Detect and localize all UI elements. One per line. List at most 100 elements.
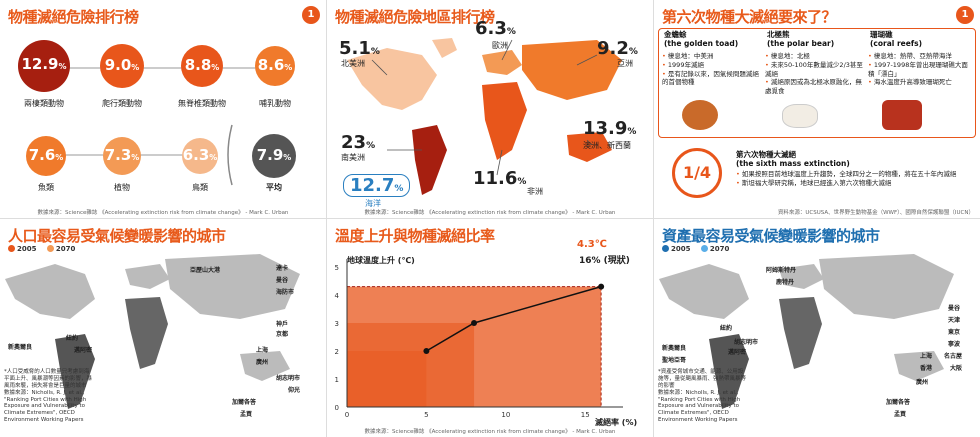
legend-dot-2005 bbox=[8, 245, 15, 252]
city-label: 孟買 bbox=[240, 411, 253, 418]
panel-asset-cities: 資產最容易受氣候變暖影響的城市 2005 2070 曼谷 天津 東京 寧波 名古… bbox=[654, 219, 980, 437]
label-africa: 非洲 bbox=[527, 187, 543, 196]
panel-badge: 1 bbox=[956, 6, 974, 24]
y-tick-label: 3 bbox=[335, 320, 339, 328]
city-label: 新奧爾良 bbox=[8, 344, 33, 351]
source-text: 數據來源：Science雜誌 《Accelerating extinction … bbox=[37, 210, 289, 216]
city-label: 大阪 bbox=[950, 365, 963, 372]
circle-average: 7.9% bbox=[252, 134, 296, 178]
map-south-america bbox=[412, 125, 447, 195]
current-temp-label: 4.3℃ bbox=[577, 239, 607, 250]
y-tick-label: 5 bbox=[335, 264, 339, 272]
map-europe bbox=[482, 50, 522, 75]
data-point bbox=[423, 348, 430, 354]
panel-population-cities: 人口最容易受氣候變暖影響的城市 2005 2070 亞歷山大港 達卡 曼谷 海防… bbox=[0, 219, 326, 437]
city-label: 香港 bbox=[920, 365, 933, 372]
panel-region-ranking: 物種滅絕危險地區排行榜 5.1% 北美洲 6.3% 歐洲 9.2% 亞洲 23%… bbox=[327, 0, 653, 218]
x-tick-label: 10 bbox=[501, 411, 510, 419]
city-label: 廣州 bbox=[256, 359, 269, 366]
legend: 2005 2070 bbox=[662, 245, 729, 253]
circle-reptiles: 9.0% bbox=[100, 44, 144, 88]
fraction-badge: 1/4 bbox=[672, 148, 722, 198]
data-point bbox=[471, 320, 478, 326]
city-label: 亞歷山大港 bbox=[190, 267, 221, 274]
panel-title: 溫度上升與物種滅絕比率 bbox=[335, 227, 495, 245]
city-label: 邁阿密 bbox=[728, 349, 747, 356]
city-label: 新奧爾良 bbox=[662, 345, 687, 352]
city-label: 上海 bbox=[256, 347, 269, 354]
city-label: 海防市 bbox=[276, 289, 295, 296]
label-plants: 植物 bbox=[114, 183, 130, 192]
value-australia: 13.9% bbox=[583, 118, 637, 139]
city-label: 加爾各答 bbox=[232, 399, 257, 406]
bear-facts: 棲息地：北極未來50-100年數量減少2/3甚至滅絕滅絕原因或為北極冰原融化，無… bbox=[765, 52, 865, 96]
city-label: 曼谷 bbox=[948, 305, 961, 312]
city-label: 上海 bbox=[920, 353, 933, 360]
divider bbox=[0, 218, 980, 219]
label-north-america: 北美洲 bbox=[341, 59, 365, 68]
city-label: 鹿特丹 bbox=[776, 279, 795, 286]
toad-facts: 棲息地：中美洲1999年滅絕是有記錄以來，因氣候問題滅絕的首個物種 bbox=[662, 52, 762, 87]
label-mammals: 哺乳動物 bbox=[259, 99, 291, 108]
x-axis-title: 滅絕率 (%) bbox=[595, 418, 638, 427]
panel-title: 資產最容易受氣候變暖影響的城市 bbox=[662, 227, 880, 245]
city-label: 紐約 bbox=[720, 325, 733, 332]
city-label: 仰光 bbox=[288, 387, 301, 394]
label-europe: 歐洲 bbox=[492, 41, 508, 50]
label-invertebrates: 無脊椎類動物 bbox=[178, 99, 226, 108]
value-europe: 6.3% bbox=[475, 18, 516, 39]
world-map-gray bbox=[5, 254, 300, 409]
city-label: 廣州 bbox=[916, 379, 929, 386]
panel-title: 人口最容易受氣候變暖影響的城市 bbox=[8, 227, 226, 245]
legend: 2005 2070 bbox=[8, 245, 75, 253]
legend-dot-2070 bbox=[46, 245, 54, 252]
value-north-america: 5.1% bbox=[339, 38, 380, 59]
city-label: 達卡 bbox=[276, 265, 289, 272]
circle-invertebrates: 8.8% bbox=[181, 45, 223, 87]
current-note-label: 16% (現狀) bbox=[579, 256, 630, 266]
label-australia: 澳洲、新西蘭 bbox=[583, 141, 631, 150]
city-label: 阿姆斯特丹 bbox=[766, 267, 797, 274]
circle-fish: 7.6% bbox=[26, 136, 66, 176]
circle-mammals: 8.6% bbox=[255, 46, 295, 86]
city-label: 曼谷 bbox=[276, 277, 289, 284]
map-australia bbox=[567, 132, 612, 162]
label-ocean: 海洋 bbox=[365, 199, 381, 208]
label-amphibians: 兩棲類動物 bbox=[24, 99, 64, 108]
city-label: 胡志明市 bbox=[734, 339, 759, 346]
legend-dot-2005 bbox=[662, 245, 669, 252]
city-label: 神戶 bbox=[276, 321, 289, 328]
line-chart: 0 1 2 3 4 5 0 5 10 15 bbox=[335, 259, 623, 419]
footnote: *資產受脅城市交通、能源、公用設施等，量從颶風暴雨、強熱帶風暴等的影響 數據來源… bbox=[658, 369, 747, 424]
panel-title: 物種滅絕危險排行榜 bbox=[8, 8, 139, 26]
label-birds: 鳥類 bbox=[192, 183, 208, 192]
value-africa: 11.6% bbox=[473, 168, 527, 189]
city-label: 天津 bbox=[948, 317, 961, 324]
coral-facts: 棲息地：熱帶、亞熱帶海洋1997-1998年曾出現珊瑚礁大面積「漂白」海水溫度升… bbox=[868, 52, 972, 87]
circle-amphibians: 12.9% bbox=[18, 40, 70, 92]
label-fish: 魚類 bbox=[38, 183, 54, 192]
city-label: 孟買 bbox=[894, 411, 907, 418]
label-south-america: 南美洲 bbox=[341, 153, 365, 162]
toad-image bbox=[682, 100, 718, 130]
city-label: 東京 bbox=[948, 329, 961, 336]
city-label: 胡志明市 bbox=[276, 375, 301, 382]
extinction-title: 第六次物種大滅絕 (the sixth mass extinction) bbox=[736, 150, 850, 168]
world-map-gray bbox=[659, 254, 954, 409]
source-text: 數據來源：Science雜誌 《Accelerating extinction … bbox=[364, 429, 616, 435]
label-asia: 亞洲 bbox=[617, 59, 633, 68]
panel-sixth-extinction: 第六次物種大滅絕要來了？ 1 金蟾蜍(the golden toad) 棲息地：… bbox=[654, 0, 980, 218]
y-tick-label: 2 bbox=[335, 348, 339, 356]
city-label: 邁阿密 bbox=[74, 347, 93, 354]
panel-badge: 1 bbox=[302, 6, 320, 24]
y-tick-label: 1 bbox=[335, 376, 339, 384]
panel-temperature-chart: 溫度上升與物種滅絕比率 地球溫度上升 (℃) 4.3℃ 16% (現狀) 0 1 2… bbox=[327, 219, 653, 437]
y-tick-label: 4 bbox=[335, 292, 340, 300]
circle-plants: 7.3% bbox=[103, 137, 141, 175]
value-south-america: 23% bbox=[341, 132, 376, 153]
panel-title: 物種滅絕危險地區排行榜 bbox=[335, 8, 495, 26]
data-point bbox=[598, 283, 605, 290]
city-label: 加爾各答 bbox=[886, 399, 911, 406]
toad-title: 金蟾蜍 (the golden toad) bbox=[664, 30, 739, 48]
x-tick-label: 5 bbox=[424, 411, 428, 419]
